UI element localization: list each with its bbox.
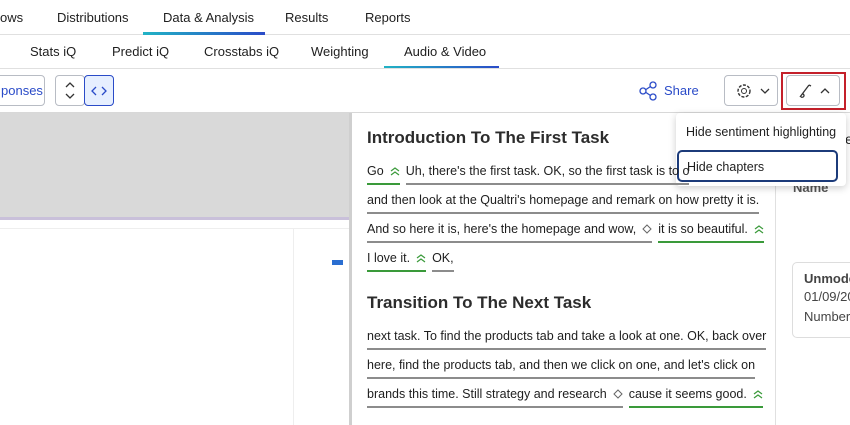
nav-left-right[interactable]	[84, 75, 114, 106]
sub-tab[interactable]: Stats iQ	[30, 44, 77, 59]
nav-tab[interactable]: Reports	[365, 10, 411, 25]
frame-button	[332, 260, 343, 265]
frame-sidebar	[293, 229, 349, 425]
segment-text: it is so beautiful.	[658, 222, 748, 236]
transcript-line: next task. To find the products tab and …	[367, 329, 767, 350]
sentiment-icon	[754, 225, 764, 234]
transcript-line: Go Uh, there's the first task. OK, so the…	[367, 164, 690, 185]
active-underline	[143, 32, 265, 35]
sentiment-icon	[390, 167, 400, 176]
segment-text: I love it.	[367, 251, 411, 265]
segment-text: cause it seems good.	[628, 387, 747, 401]
card-title: Unmode	[804, 271, 850, 286]
segment-text: brands this time. Still strategy and res…	[367, 387, 607, 401]
menu-item[interactable]: Hide sentiment highlighting	[686, 125, 837, 139]
transcript-line: here, find the products tab, and then we…	[367, 358, 756, 379]
transcript-segment[interactable]: Go	[367, 164, 400, 185]
transcript-segment[interactable]: OK,	[432, 251, 454, 272]
sub-tab[interactable]: Audio & Video	[404, 44, 487, 59]
sub-tab[interactable]: Crosstabs iQ	[204, 44, 280, 59]
sub-tab[interactable]: Weighting	[311, 44, 369, 59]
sentiment-icon	[416, 254, 426, 263]
card-label: Number	[804, 309, 850, 324]
icon	[799, 84, 830, 98]
nav-tab[interactable]: ows	[0, 10, 24, 25]
segment-text: And so here it is, here's the homepage a…	[367, 222, 637, 236]
icon	[737, 84, 770, 98]
response-card[interactable]: Unmode 01/09/20 Number	[792, 262, 850, 338]
pane-divider	[349, 113, 352, 425]
transcript-segment[interactable]: it is so beautiful.	[658, 222, 764, 243]
nav-tab[interactable]: Data & Analysis	[163, 10, 255, 25]
transcript-segment[interactable]: and then look at the Qualtri's homepage …	[367, 193, 760, 214]
segment-text: next task. To find the products tab and …	[367, 329, 767, 343]
transcript-segment[interactable]: next task. To find the products tab and …	[367, 329, 767, 350]
active-underline	[384, 66, 499, 68]
transcript-segment[interactable]: here, find the products tab, and then we…	[367, 358, 756, 379]
video-border	[0, 217, 349, 220]
transcript-segment[interactable]: I love it.	[367, 251, 427, 272]
share-icon	[639, 81, 657, 101]
transcript-line: brands this time. Still strategy and res…	[367, 387, 763, 408]
icon	[65, 82, 75, 99]
sentiment-icon	[753, 390, 763, 399]
menu-item[interactable]: Hide chapters	[677, 150, 838, 182]
side-border	[775, 113, 776, 425]
nav-up-down[interactable]	[55, 75, 85, 106]
transcript-line: and then look at the Qualtri's homepage …	[367, 193, 760, 214]
nav-tab[interactable]: Results	[285, 10, 329, 25]
top-nav	[0, 0, 850, 35]
highlight-box	[781, 72, 846, 110]
segment-text: OK,	[432, 251, 454, 265]
responses-button[interactable]: ponses	[0, 75, 45, 106]
chapter-title: Introduction To The First Task	[367, 128, 610, 147]
video-top	[0, 113, 349, 218]
segment-text: here, find the products tab, and then we…	[367, 358, 756, 372]
dropdown-menu: Hide sentiment highlighting Hide chapter…	[676, 113, 846, 186]
transcript-line: And so here it is, here's the homepage a…	[367, 222, 764, 243]
segment-text: and then look at the Qualtri's homepage …	[367, 193, 760, 207]
frame-bar	[0, 228, 349, 229]
settings-button[interactable]	[724, 75, 778, 106]
video-frame	[0, 220, 349, 425]
segment-text: Go	[367, 164, 384, 178]
transcript-segment[interactable]: brands this time. Still strategy and res…	[367, 387, 623, 408]
card-date: 01/09/20	[804, 289, 850, 304]
sub-tab[interactable]: Predict iQ	[112, 44, 170, 59]
icon	[91, 86, 107, 96]
nav-tab[interactable]: Distributions	[57, 10, 129, 25]
transcript-segment[interactable]: Uh, there's the first task. OK, so the f…	[405, 164, 690, 185]
transcript-line: I love it. OK,	[367, 251, 454, 272]
transcript-segment[interactable]: And so here it is, here's the homepage a…	[367, 222, 653, 243]
share-button[interactable]: Share	[664, 83, 699, 98]
divider	[0, 68, 850, 69]
segment-text: Uh, there's the first task. OK, so the f…	[405, 164, 690, 178]
neutral-icon	[642, 224, 652, 234]
transcript-segment[interactable]: cause it seems good.	[628, 387, 763, 408]
divider	[0, 112, 850, 113]
highlight-button[interactable]	[786, 75, 840, 106]
chapter-title: Transition To The Next Task	[367, 293, 592, 312]
neutral-icon	[612, 389, 623, 399]
